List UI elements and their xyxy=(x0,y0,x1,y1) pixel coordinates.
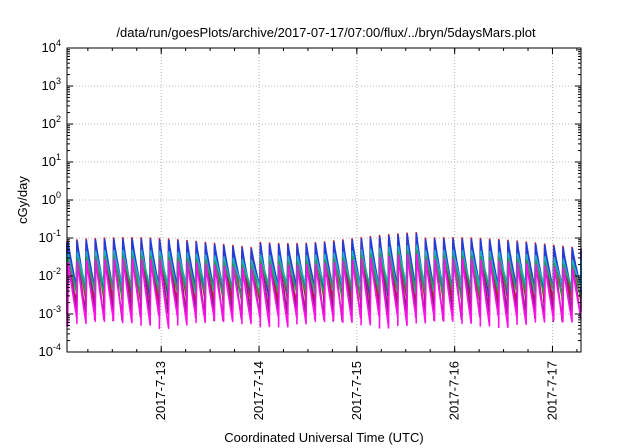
y-tick-label: 10-1 xyxy=(39,228,61,245)
series-line-5 xyxy=(66,250,582,300)
x-tick-label: 2017-7-15 xyxy=(349,361,364,420)
x-tick-label: 2017-7-14 xyxy=(251,361,266,420)
chart-title: /data/run/goesPlots/archive/2017-07-17/0… xyxy=(116,25,536,40)
y-tick-label: 103 xyxy=(42,76,61,93)
x-tick-label: 2017-7-16 xyxy=(447,361,462,420)
y-tick-label: 10-4 xyxy=(39,342,61,359)
x-axis-label: Coordinated Universal Time (UTC) xyxy=(224,430,423,445)
y-tick-label: 101 xyxy=(42,152,61,169)
series-line-6 xyxy=(66,253,582,329)
y-tick-label: 102 xyxy=(42,114,61,131)
x-tick-label: 2017-7-13 xyxy=(153,361,168,420)
y-tick-label: 10-3 xyxy=(39,304,61,321)
y-tick-label: 10-2 xyxy=(39,266,61,283)
y-axis-label: cGy/day xyxy=(15,176,30,224)
y-tick-label: 104 xyxy=(42,38,61,55)
series-lines xyxy=(66,231,582,329)
x-tick-label: 2017-7-17 xyxy=(544,361,559,420)
axis-ticks: 104 103 102 101 100 10-1 10-2 10-3 10-4 2017-7-13… xyxy=(39,38,581,420)
y-tick-label: 100 xyxy=(42,190,61,207)
